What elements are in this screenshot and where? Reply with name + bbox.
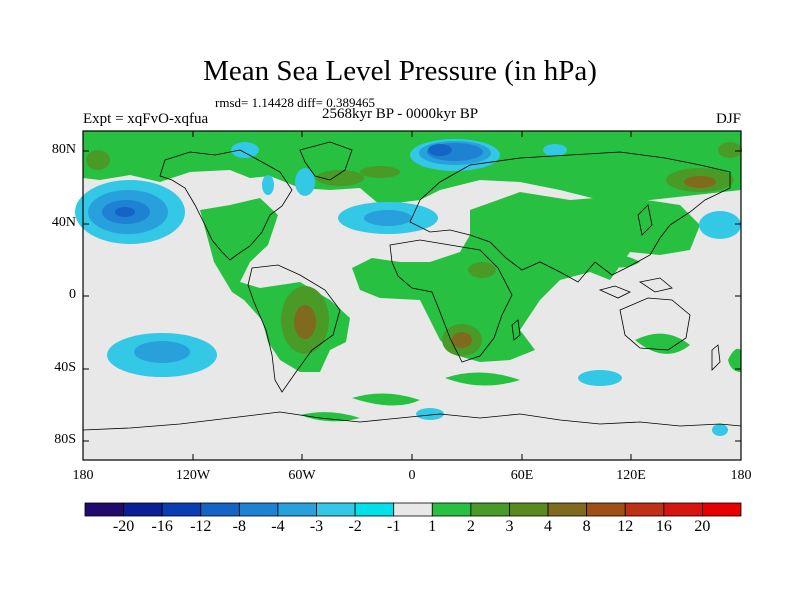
lat-tick-label: 0 bbox=[69, 287, 76, 302]
colorbar-label: 3 bbox=[505, 518, 514, 535]
coastline bbox=[598, 285, 631, 299]
colorbar-box bbox=[663, 502, 703, 517]
lat-tick-label: 40S bbox=[54, 360, 76, 375]
colorbar-label: -2 bbox=[348, 518, 362, 535]
colorbar-label: -4 bbox=[271, 518, 285, 535]
lat-tick-label: 80S bbox=[54, 432, 76, 447]
colorbar-box bbox=[624, 502, 665, 517]
olive-region bbox=[86, 150, 110, 170]
coastline bbox=[247, 264, 341, 393]
lon-tick-label: 60E bbox=[510, 468, 534, 483]
green-region bbox=[300, 412, 360, 422]
olive-region bbox=[718, 142, 742, 158]
coastline bbox=[638, 277, 673, 293]
colorbar bbox=[84, 502, 742, 517]
colorbar-box bbox=[470, 502, 510, 517]
colorbar-label: 4 bbox=[544, 518, 553, 535]
colorbar-box bbox=[702, 502, 742, 517]
colorbar-label: -16 bbox=[151, 518, 173, 535]
colorbar-box bbox=[200, 502, 240, 517]
cyan-region bbox=[262, 175, 274, 195]
coastlines bbox=[82, 141, 742, 431]
colorbar-label: -20 bbox=[112, 518, 135, 535]
colorbar-label: 8 bbox=[582, 518, 591, 535]
olive-region bbox=[360, 166, 400, 178]
map-title: Mean Sea Level Pressure (in hPa) bbox=[203, 55, 597, 87]
brown-region bbox=[684, 176, 716, 188]
colorbar-label: -3 bbox=[309, 518, 324, 535]
blue-region bbox=[134, 341, 190, 363]
cyan-region bbox=[712, 424, 728, 436]
colorbar-box bbox=[316, 502, 356, 517]
coastline bbox=[82, 411, 742, 431]
cyan-region bbox=[578, 370, 622, 386]
brown-region bbox=[294, 305, 316, 339]
colorbar-label: 16 bbox=[655, 518, 672, 535]
colorbar-box bbox=[509, 502, 549, 517]
lon-tick-label: 60W bbox=[288, 468, 316, 483]
colorbar-label: -1 bbox=[387, 518, 401, 535]
cyan-region bbox=[543, 144, 567, 156]
coastline bbox=[637, 204, 653, 236]
green-region bbox=[352, 192, 700, 362]
lat-tick-label: 80N bbox=[51, 142, 76, 157]
lon-tick-label: 120W bbox=[175, 468, 211, 483]
colorbar-box bbox=[84, 502, 124, 517]
anomaly-shading bbox=[75, 131, 742, 436]
coastline bbox=[299, 141, 353, 181]
olive-region bbox=[468, 262, 496, 278]
lat-tick-label: 40N bbox=[51, 215, 76, 230]
coastline bbox=[619, 297, 691, 351]
colorbar-box bbox=[354, 502, 395, 517]
lon-tick-label: 120E bbox=[616, 468, 646, 483]
colorbar-label: 20 bbox=[694, 518, 711, 535]
period-label: 2568kyr BP - 0000kyr BP bbox=[322, 106, 479, 122]
coastline bbox=[159, 149, 293, 261]
colorbar-box bbox=[586, 502, 626, 517]
brown-region bbox=[452, 332, 472, 348]
green-region bbox=[600, 255, 640, 268]
coastline bbox=[711, 344, 721, 371]
colorbar-label: 12 bbox=[617, 518, 634, 535]
colorbar-box bbox=[238, 502, 279, 517]
colorbar-box bbox=[431, 502, 472, 517]
green-region bbox=[728, 348, 741, 372]
cyan-region bbox=[231, 142, 259, 158]
colorbar-label: -8 bbox=[232, 518, 246, 535]
cyan-region bbox=[416, 408, 444, 420]
map-panel bbox=[75, 130, 742, 461]
lon-tick-label: 180 bbox=[730, 468, 752, 483]
colorbar-label: 2 bbox=[466, 518, 475, 535]
stats-text: rmsd= 1.14428 diff= 0.389465 bbox=[215, 95, 375, 110]
coastline bbox=[389, 239, 513, 363]
axis-ticks bbox=[83, 131, 741, 460]
season-label: DJF bbox=[715, 111, 741, 127]
experiment-label: Expt = xqFvO-xqfua bbox=[83, 111, 209, 127]
cyan-region bbox=[699, 211, 741, 239]
olive-region bbox=[316, 170, 364, 186]
colorbar-box bbox=[393, 502, 433, 517]
colorbar-box bbox=[277, 502, 317, 517]
coastline bbox=[409, 151, 731, 283]
green-region bbox=[352, 393, 420, 406]
cyan-region bbox=[295, 168, 315, 196]
lon-tick-label: 0 bbox=[408, 468, 416, 483]
colorbar-label: 1 bbox=[428, 518, 437, 535]
lon-tick-label: 180 bbox=[72, 468, 94, 483]
colorbar-box bbox=[123, 502, 163, 517]
blue-region bbox=[115, 207, 135, 217]
colorbar-label: -12 bbox=[190, 518, 212, 535]
blue-region bbox=[364, 210, 412, 226]
green-region bbox=[445, 372, 520, 386]
blue-region bbox=[428, 144, 452, 156]
colorbar-box bbox=[547, 502, 588, 517]
coastline bbox=[511, 319, 521, 341]
colorbar-box bbox=[161, 502, 202, 517]
